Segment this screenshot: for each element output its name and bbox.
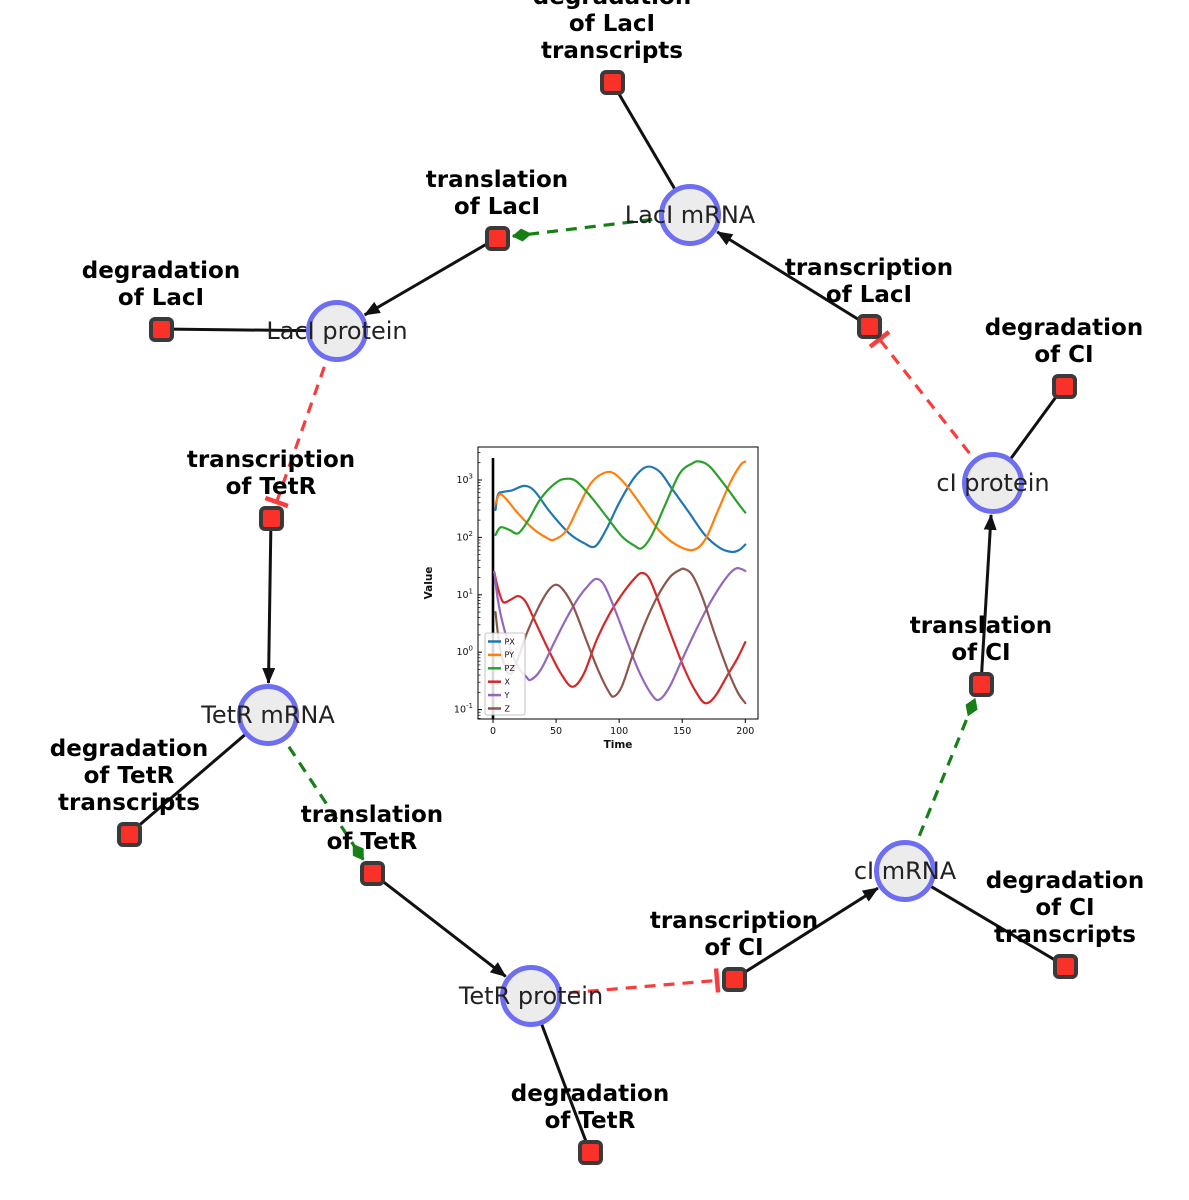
svg-text:150: 150	[673, 726, 691, 737]
reaction-label-tl_tetr: translation of TetR	[300, 802, 444, 855]
reaction-label-tr_tetr: transcription of TetR	[186, 447, 356, 500]
edge-tl_tetr-tetr_protein	[371, 871, 507, 978]
species-node-ci_mrna[interactable]	[874, 840, 936, 902]
reaction-node-deg_ci_tx[interactable]	[1052, 953, 1078, 979]
series-PY	[494, 460, 747, 552]
species-node-tetr_protein[interactable]	[500, 965, 562, 1027]
reaction-node-tl_laci[interactable]	[484, 225, 510, 251]
reaction-label-tr_laci: transcription of LacI	[784, 255, 954, 308]
reaction-node-deg_ci[interactable]	[1051, 373, 1077, 399]
edge-tr_ci-ci_mrna	[733, 886, 879, 981]
reaction-label-deg_tetr: degradation of TetR	[510, 1081, 670, 1134]
edge-tr_tetr-tetr_mrna	[262, 517, 276, 685]
species-node-laci_mrna[interactable]	[659, 184, 721, 246]
reaction-label-deg_ci_tx: degradation of CI transcripts	[985, 868, 1145, 948]
reaction-label-tl_laci: translation of LacI	[425, 167, 569, 220]
reaction-node-deg_laci[interactable]	[148, 316, 174, 342]
reaction-label-deg_laci_tx: degradation of LacI transcripts	[533, 0, 691, 64]
species-label-ci_protein: cI protein	[936, 469, 1050, 497]
svg-text:PY: PY	[505, 651, 515, 660]
edge-tl_ci-ci_protein	[979, 513, 997, 685]
edge-ci_mrna-tl_ci	[903, 697, 978, 872]
svg-text:PZ: PZ	[505, 664, 516, 673]
reaction-label-deg_laci: degradation of LacI	[81, 258, 241, 311]
reaction-label-deg_tetr_tx: degradation of TetR transcripts	[49, 736, 209, 816]
chart-legend: PX PY PZ XYZ	[484, 632, 526, 716]
series-X	[493, 570, 747, 705]
y-axis-label: Value	[423, 567, 435, 600]
reaction-label-tr_ci: transcription of CI	[649, 908, 819, 961]
reaction-node-tr_tetr[interactable]	[258, 505, 284, 531]
x-axis-label: Time	[604, 739, 633, 751]
species-label-ci_mrna: cI mRNA	[853, 857, 957, 885]
svg-text:X: X	[505, 678, 511, 687]
series-PZ	[494, 460, 747, 550]
svg-text:50: 50	[550, 726, 562, 737]
reaction-node-deg_tetr_tx[interactable]	[116, 821, 142, 847]
species-node-ci_protein[interactable]	[962, 452, 1024, 514]
reaction-label-tl_ci: translation of CI	[909, 613, 1053, 666]
species-node-laci_protein[interactable]	[306, 300, 368, 362]
svg-text:PX: PX	[505, 637, 516, 646]
series-PX	[494, 465, 747, 554]
edge-tl_laci-laci_protein	[363, 236, 498, 317]
species-label-tetr_mrna: TetR mRNA	[201, 701, 335, 729]
reaction-node-tr_laci[interactable]	[856, 313, 882, 339]
reaction-label-deg_ci: degradation of CI	[984, 315, 1144, 368]
edge-ci_protein-tr_laci	[868, 330, 995, 484]
species-label-laci_mrna: LacI mRNA	[624, 201, 756, 229]
edge-ci_mrna-deg_ci_tx	[904, 869, 1066, 968]
svg-text:100: 100	[610, 726, 628, 737]
svg-text:200: 200	[736, 726, 754, 737]
edge-tetr_protein-tr_ci	[530, 968, 721, 998]
species-node-tetr_mrna[interactable]	[237, 684, 299, 746]
species-label-tetr_protein: TetR protein	[458, 982, 604, 1010]
svg-text:0: 0	[490, 726, 496, 737]
reaction-node-deg_laci_tx[interactable]	[599, 69, 625, 95]
svg-text:Z: Z	[505, 704, 511, 713]
reaction-node-tl_ci[interactable]	[968, 671, 994, 697]
reaction-node-deg_tetr[interactable]	[577, 1139, 603, 1165]
reaction-node-tr_ci[interactable]	[721, 966, 747, 992]
edge-tr_laci-laci_mrna	[716, 230, 870, 328]
svg-text:Y: Y	[504, 691, 510, 700]
reaction-node-tl_tetr[interactable]	[359, 860, 385, 886]
species-label-laci_protein: LacI protein	[266, 317, 408, 345]
